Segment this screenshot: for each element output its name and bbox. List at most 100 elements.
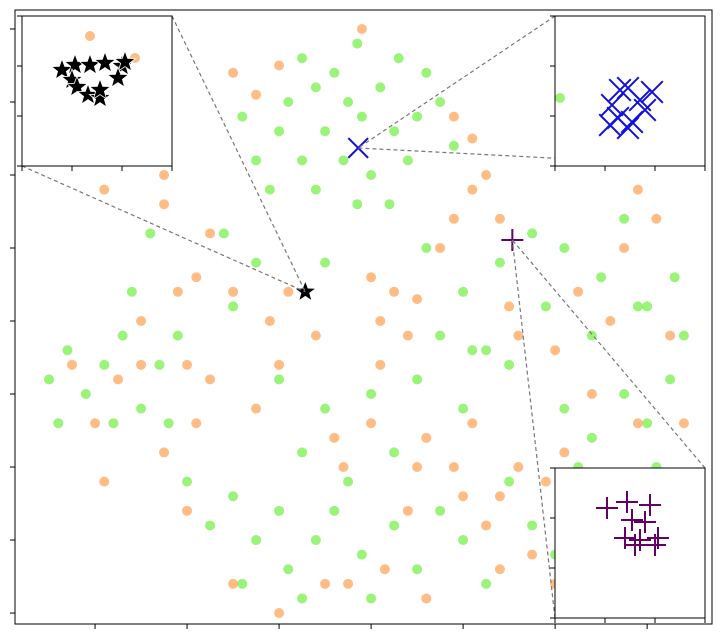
point	[467, 345, 478, 356]
point	[448, 140, 459, 151]
point	[435, 96, 446, 107]
point	[435, 243, 446, 254]
point	[448, 111, 459, 122]
point	[467, 418, 478, 429]
point	[504, 476, 515, 487]
point	[527, 520, 538, 531]
connector	[21, 165, 306, 293]
point	[494, 491, 505, 502]
inset	[17, 15, 173, 171]
point	[182, 476, 193, 487]
point	[108, 418, 119, 429]
point	[228, 301, 239, 312]
plus-point	[621, 509, 643, 531]
plus-point	[616, 491, 638, 513]
point	[458, 403, 469, 414]
point	[283, 286, 294, 297]
x-point	[640, 80, 664, 104]
points	[555, 76, 664, 140]
star-point	[93, 50, 117, 73]
point	[412, 111, 423, 122]
point	[352, 199, 363, 210]
point	[251, 403, 262, 414]
point	[389, 126, 400, 137]
point	[297, 593, 308, 604]
point	[310, 330, 321, 341]
point	[540, 476, 551, 487]
point	[136, 359, 147, 370]
point	[494, 213, 505, 224]
point	[513, 330, 524, 341]
point	[297, 53, 308, 64]
point	[389, 520, 400, 531]
point	[310, 184, 321, 195]
point	[85, 31, 95, 41]
connector	[357, 15, 556, 149]
point	[62, 345, 73, 356]
point	[136, 316, 147, 327]
point	[632, 301, 643, 312]
point	[665, 374, 676, 385]
point	[191, 418, 202, 429]
point	[264, 316, 275, 327]
point	[605, 316, 616, 327]
point	[182, 359, 193, 370]
point	[678, 418, 689, 429]
point	[163, 418, 174, 429]
point	[559, 447, 570, 458]
point	[53, 418, 64, 429]
point	[481, 345, 492, 356]
point	[402, 330, 413, 341]
point	[329, 67, 340, 78]
inset-background	[555, 468, 705, 618]
point	[237, 578, 248, 589]
point	[338, 462, 349, 473]
point	[421, 593, 432, 604]
x-point	[633, 98, 657, 122]
frame	[21, 15, 173, 167]
point	[297, 155, 308, 166]
point	[402, 505, 413, 516]
point	[251, 257, 262, 268]
point	[586, 389, 597, 400]
point	[481, 578, 492, 589]
x-point	[608, 78, 632, 102]
point	[274, 60, 285, 71]
point	[154, 359, 165, 370]
frame	[554, 467, 706, 619]
point	[379, 564, 390, 575]
point	[99, 184, 110, 195]
point	[80, 389, 91, 400]
point	[651, 213, 662, 224]
point	[389, 447, 400, 458]
point	[678, 330, 689, 341]
point	[375, 359, 386, 370]
point	[458, 535, 469, 546]
x-point	[347, 137, 369, 159]
point	[343, 96, 354, 107]
point	[481, 520, 492, 531]
point	[384, 199, 395, 210]
star-point	[293, 279, 317, 302]
point	[366, 272, 377, 283]
point	[494, 257, 505, 268]
point	[632, 418, 643, 429]
point	[448, 462, 459, 473]
point	[205, 520, 216, 531]
point	[159, 199, 170, 210]
plus-point	[629, 529, 651, 551]
plus-point	[624, 534, 646, 556]
point	[136, 403, 147, 414]
point	[356, 23, 367, 34]
point	[352, 38, 363, 49]
point	[320, 257, 331, 268]
point	[421, 243, 432, 254]
point	[559, 243, 570, 254]
star-point	[88, 85, 112, 108]
point	[343, 476, 354, 487]
point	[513, 462, 524, 473]
point	[494, 564, 505, 575]
point	[421, 432, 432, 443]
point	[218, 228, 229, 239]
